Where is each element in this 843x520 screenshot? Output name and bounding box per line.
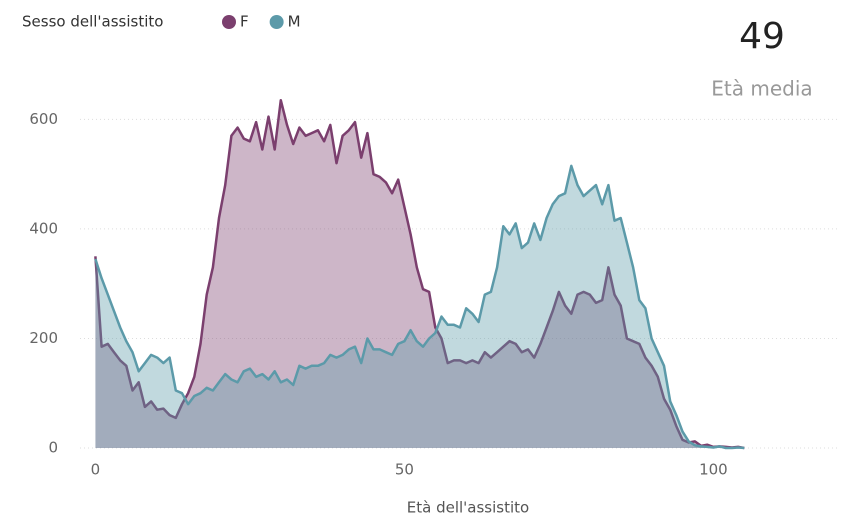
y-tick-label: 600 — [29, 110, 58, 128]
legend-swatch — [269, 15, 284, 29]
legend-label: F — [240, 13, 249, 31]
y-tick-label: 400 — [29, 219, 58, 237]
legend-label: M — [288, 13, 301, 31]
legend-title: Sesso dell'assistito — [22, 13, 163, 31]
line — [94, 98, 745, 450]
y-tick-label: 200 — [29, 329, 58, 347]
y-tick-label: 0 — [48, 439, 58, 457]
x-axis-title: Età dell'assistito — [407, 499, 529, 517]
kpi-value: 49 — [739, 16, 785, 57]
x-tick-label: 100 — [699, 461, 728, 479]
line — [94, 164, 745, 450]
x-tick-label: 50 — [395, 461, 414, 479]
kpi-label: Età media — [711, 77, 812, 101]
area — [95, 100, 745, 448]
x-tick-label: 0 — [91, 461, 101, 479]
legend-swatch — [222, 15, 236, 29]
